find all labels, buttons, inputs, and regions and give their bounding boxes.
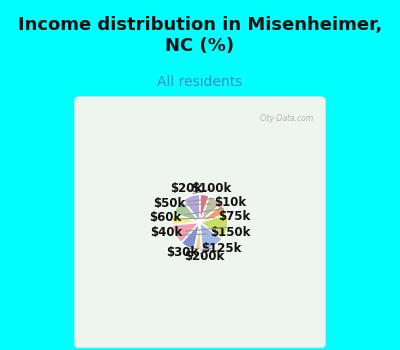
Text: $75k: $75k	[174, 210, 250, 223]
Text: Income distribution in Misenheimer,
NC (%): Income distribution in Misenheimer, NC (…	[18, 16, 382, 55]
Text: $30k: $30k	[166, 246, 212, 259]
Text: $150k: $150k	[176, 226, 250, 239]
Text: $50k: $50k	[154, 197, 214, 210]
Wedge shape	[183, 194, 200, 222]
Wedge shape	[181, 222, 200, 250]
Text: $10k: $10k	[178, 196, 246, 209]
Text: $100k: $100k	[191, 182, 231, 195]
Ellipse shape	[116, 138, 284, 307]
Wedge shape	[200, 222, 222, 250]
Ellipse shape	[85, 107, 315, 337]
Text: $200k: $200k	[184, 250, 224, 263]
FancyBboxPatch shape	[74, 97, 326, 348]
Text: $125k: $125k	[190, 242, 242, 255]
Wedge shape	[173, 200, 200, 222]
Text: $40k: $40k	[150, 226, 226, 239]
Wedge shape	[200, 214, 228, 239]
Text: $60k: $60k	[150, 209, 223, 224]
Wedge shape	[194, 222, 202, 250]
Text: City-Data.com: City-Data.com	[259, 113, 314, 122]
Wedge shape	[200, 204, 227, 222]
Wedge shape	[200, 196, 221, 222]
Text: All residents: All residents	[157, 75, 243, 89]
Wedge shape	[172, 222, 200, 243]
Wedge shape	[172, 214, 200, 225]
Text: $20k: $20k	[170, 182, 202, 195]
Wedge shape	[200, 194, 209, 222]
